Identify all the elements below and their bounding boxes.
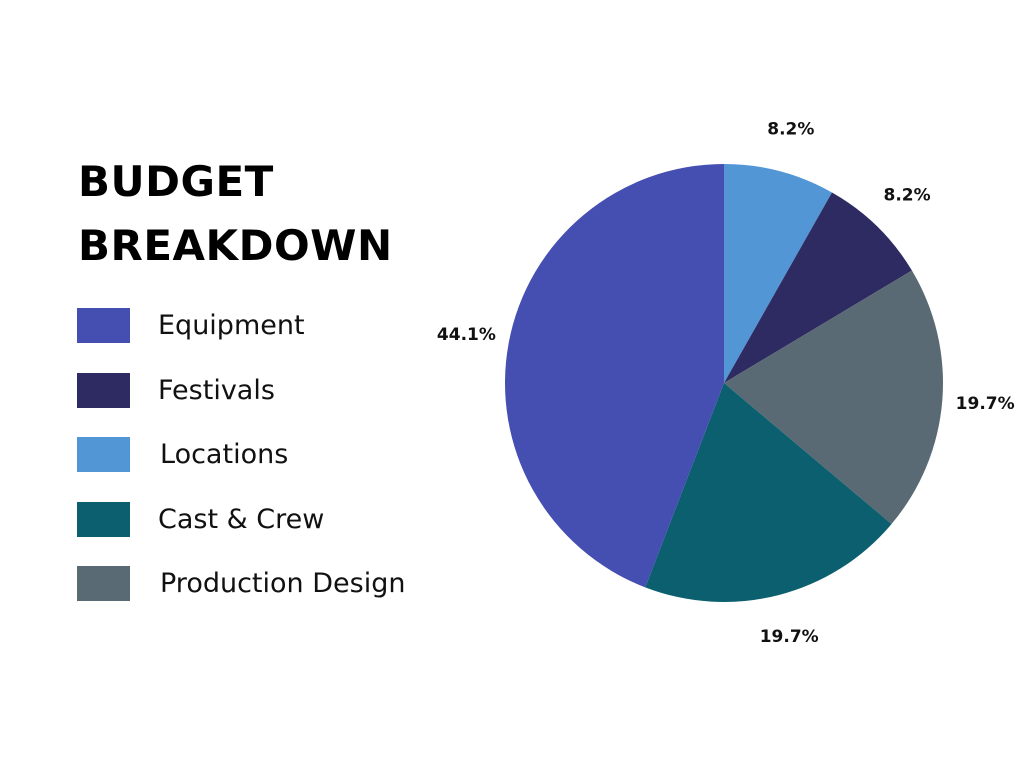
chart-title-line-2: BREAKDOWN [78,221,393,270]
legend-item-production-design: Production Design [77,566,405,601]
legend-label-festivals: Festivals [158,374,275,406]
legend-swatch-equipment [77,308,130,343]
pie-slice-cast-crew [645,383,892,602]
legend-item-cast-crew: Cast & Crew [77,501,405,537]
legend-item-equipment: Equipment [77,308,405,343]
pie-slice-equipment [505,164,724,588]
legend: Equipment Festivals Locations Cast & Cre… [77,308,405,631]
pie-slice-locations [724,164,833,383]
pie-slice-production-design [724,270,943,525]
legend-swatch-festivals [77,372,130,408]
legend-swatch-cast-crew [77,501,130,537]
legend-swatch-production-design [77,566,130,601]
legend-label-locations: Locations [160,439,289,470]
legend-item-festivals: Festivals [77,372,405,408]
legend-swatch-locations [77,437,130,472]
legend-item-locations: Locations [77,437,405,472]
pie-label-production-design: 19.7% [956,394,1015,414]
chart-title-line-1: BUDGET [78,157,274,206]
pie-label-festivals: 8.2% [883,186,930,206]
legend-label-equipment: Equipment [158,310,305,341]
pie-label-cast-crew: 19.7% [760,627,819,647]
pie-slice-festivals [724,192,912,383]
chart-title: BUDGET BREAKDOWN [78,150,393,278]
legend-label-cast-crew: Cast & Crew [158,503,325,535]
pie-label-equipment: 44.1% [437,325,496,345]
legend-label-production-design: Production Design [160,568,406,599]
pie-label-locations: 8.2% [767,120,814,140]
